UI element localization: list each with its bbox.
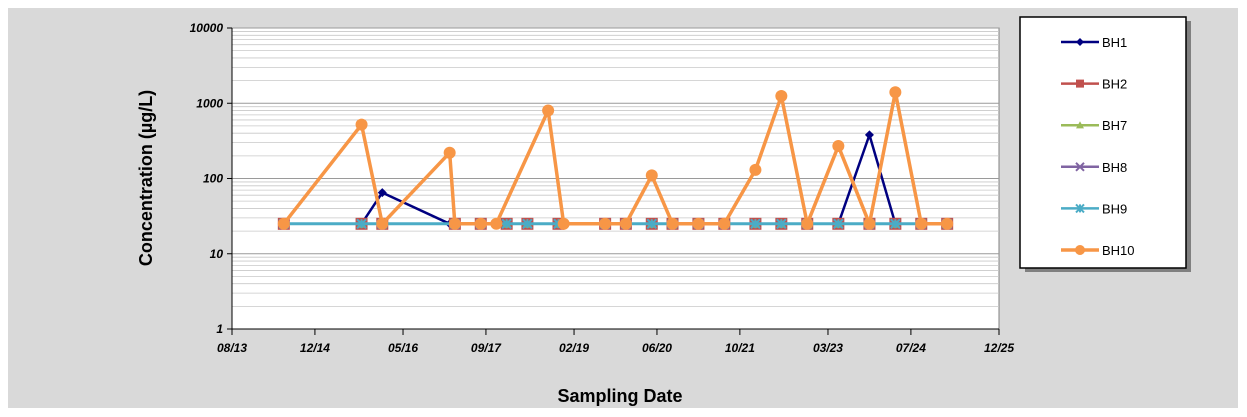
legend-item-bh7: BH7 — [1061, 118, 1127, 133]
series-layer — [277, 86, 954, 230]
series-bh10 — [277, 86, 954, 230]
y-tick-label: 10 — [210, 247, 224, 261]
data-point-bh9 — [776, 218, 787, 230]
y-tick-label: 1 — [216, 322, 223, 336]
legend-swatch-marker — [1076, 121, 1084, 129]
data-point-bh10 — [619, 217, 632, 230]
legend-item-bh2: BH2 — [1061, 77, 1127, 92]
x-tick-label: 12/14 — [300, 341, 330, 355]
data-point-bh10 — [474, 217, 487, 230]
legend-label: BH7 — [1102, 118, 1127, 133]
data-point-bh10 — [775, 89, 788, 102]
x-tick-label: 03/23 — [813, 341, 843, 355]
data-point-bh10 — [557, 217, 570, 230]
legend-swatch-marker — [1076, 79, 1084, 88]
legend-swatch-marker — [1075, 162, 1085, 172]
y-axis-title: Concentration (µg/L) — [136, 90, 156, 266]
data-point-bh10 — [599, 217, 612, 230]
data-point-bh10 — [749, 163, 762, 176]
data-point-bh9 — [833, 218, 844, 230]
legend-item-bh10: BH10 — [1061, 243, 1135, 258]
x-tick-label: 05/16 — [388, 341, 418, 355]
data-point-bh10 — [915, 217, 928, 230]
legend-label: BH10 — [1102, 243, 1135, 258]
legend-item-bh1: BH1 — [1061, 35, 1127, 50]
y-tick-label: 10000 — [190, 21, 224, 35]
x-tick-label: 07/24 — [896, 341, 926, 355]
data-point-bh10 — [863, 217, 876, 230]
legend-label: BH1 — [1102, 35, 1127, 50]
data-point-bh9 — [646, 218, 657, 230]
data-point-bh10 — [376, 217, 389, 230]
y-tick-label: 100 — [203, 172, 223, 186]
data-point-bh10 — [718, 217, 731, 230]
y-tick-label: 1000 — [196, 96, 223, 110]
legend-item-bh8: BH8 — [1061, 160, 1127, 175]
legend-label: BH2 — [1102, 77, 1127, 92]
legend-label: BH8 — [1102, 160, 1127, 175]
data-point-bh10 — [443, 146, 456, 159]
axes: 1 10 100 1000 10000 08/13 12/14 05/16 09/17 02/19… — [190, 21, 1015, 355]
data-point-bh9 — [501, 218, 512, 230]
data-point-bh10 — [645, 169, 658, 182]
data-point-bh9 — [890, 218, 901, 230]
data-point-bh9 — [522, 218, 533, 230]
data-point-bh10 — [448, 217, 461, 230]
data-point-bh1 — [864, 130, 874, 140]
legend-box — [1019, 16, 1187, 269]
legend: BH1 BH2 BH7 BH8 BH9 BH10 — [1019, 16, 1191, 272]
grid-lines — [232, 27, 999, 330]
data-point-bh10 — [666, 217, 679, 230]
data-point-bh10 — [941, 217, 954, 230]
data-point-bh9 — [356, 218, 367, 230]
legend-swatch-marker — [1076, 38, 1084, 46]
data-point-bh10 — [692, 217, 705, 230]
x-tick-label: 10/21 — [725, 341, 755, 355]
data-point-bh10 — [277, 217, 290, 230]
legend-label: BH9 — [1102, 201, 1127, 216]
data-point-bh10 — [832, 140, 845, 153]
data-point-bh10 — [889, 86, 902, 99]
legend-swatch-marker — [1075, 245, 1085, 255]
x-tick-label: 09/17 — [471, 341, 502, 355]
data-point-bh9 — [750, 218, 761, 230]
data-point-bh10 — [801, 217, 814, 230]
data-point-bh1 — [377, 188, 387, 198]
x-tick-label: 02/19 — [559, 341, 589, 355]
x-tick-label: 12/25 — [984, 341, 1014, 355]
legend-swatch-marker — [1075, 203, 1085, 214]
data-point-bh10 — [490, 217, 503, 230]
legend-item-bh9: BH9 — [1061, 201, 1127, 216]
x-tick-label: 08/13 — [217, 341, 247, 355]
data-point-bh10 — [355, 118, 368, 131]
x-axis-title: Sampling Date — [557, 386, 682, 406]
x-tick-label: 06/20 — [642, 341, 672, 355]
data-point-bh10 — [542, 104, 555, 117]
